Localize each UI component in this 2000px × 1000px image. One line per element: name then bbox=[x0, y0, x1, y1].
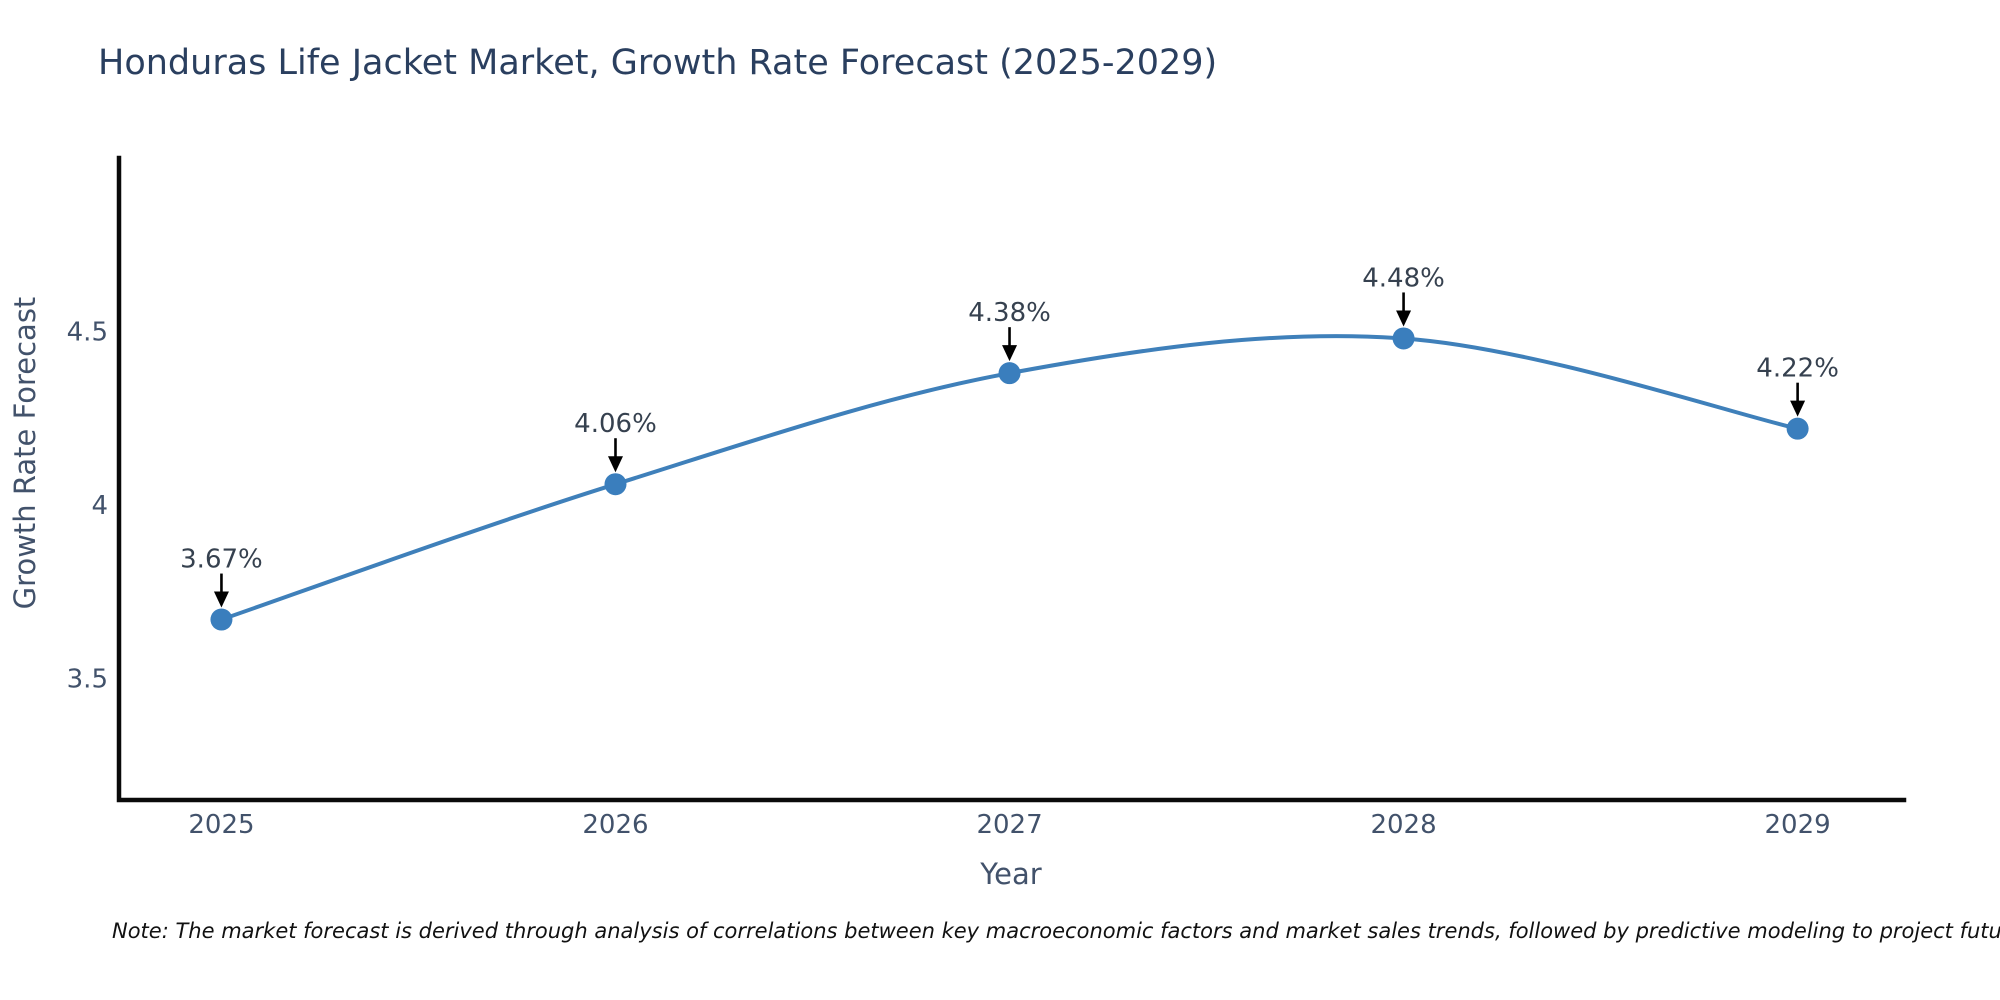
axis-spines bbox=[116, 155, 1907, 803]
x-tick-label: 2028 bbox=[1370, 810, 1436, 840]
y-axis-title: Growth Rate Forecast bbox=[8, 296, 42, 610]
data-point-label: 4.22% bbox=[1756, 354, 1839, 384]
footnote: Note: The market forecast is derived thr… bbox=[112, 919, 2000, 943]
chart-title: Honduras Life Jacket Market, Growth Rate… bbox=[98, 43, 1218, 83]
annotation-arrow-head bbox=[1002, 345, 1018, 362]
data-point-label: 3.67% bbox=[180, 545, 263, 575]
data-point-label: 4.06% bbox=[574, 409, 657, 439]
data-point-marker bbox=[1786, 417, 1809, 440]
y-tick-label: 4 bbox=[91, 491, 108, 521]
annotation-arrow-head bbox=[1790, 400, 1806, 417]
data-point-marker bbox=[210, 608, 233, 631]
x-axis-title: Year bbox=[980, 857, 1042, 891]
data-point-marker bbox=[998, 362, 1021, 385]
annotation-arrow-head bbox=[607, 456, 623, 473]
data-point-marker bbox=[604, 473, 627, 496]
x-tick-label: 2025 bbox=[188, 810, 254, 840]
data-point-label: 4.48% bbox=[1362, 263, 1445, 293]
x-tick-label: 2026 bbox=[582, 810, 648, 840]
y-tick-label: 3.5 bbox=[67, 665, 108, 695]
data-point-label: 4.38% bbox=[968, 298, 1051, 328]
x-tick-label: 2027 bbox=[976, 810, 1042, 840]
annotation-arrow-head bbox=[213, 591, 229, 608]
x-tick-label: 2029 bbox=[1765, 810, 1831, 840]
data-point-marker bbox=[1392, 327, 1415, 350]
y-tick-label: 4.5 bbox=[67, 318, 108, 348]
annotation-arrow-head bbox=[1396, 310, 1412, 327]
